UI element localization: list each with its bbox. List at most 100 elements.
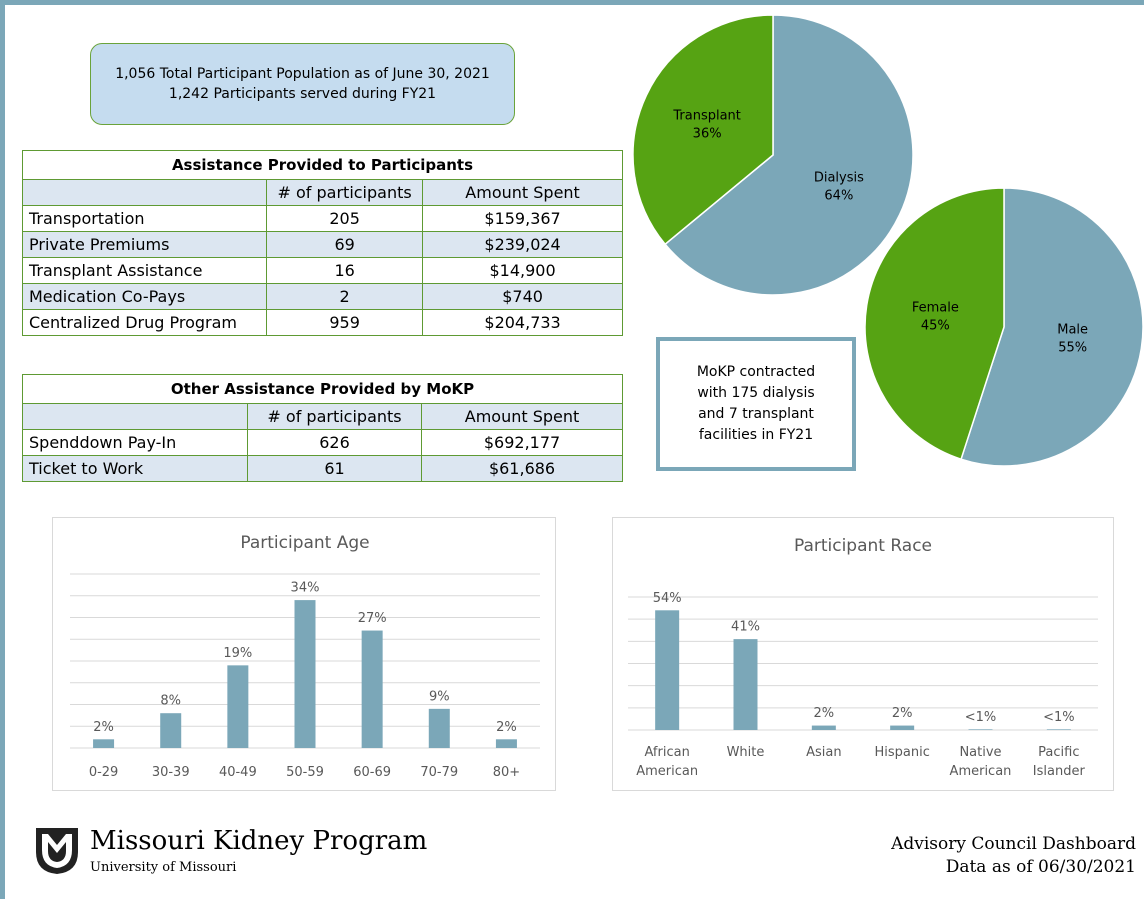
assistance-table: Assistance Provided to Participants # of … bbox=[21, 150, 623, 336]
pie-slice bbox=[864, 187, 1005, 461]
value-label: 8% bbox=[160, 694, 181, 709]
x-tick-label: 60-69 bbox=[353, 765, 392, 780]
x-tick-label: 40-49 bbox=[218, 765, 257, 780]
bar bbox=[968, 729, 993, 730]
callout-line: MoKP contracted bbox=[696, 364, 816, 380]
pie-value-label: 36% bbox=[693, 127, 722, 142]
value-label: 2% bbox=[814, 706, 835, 721]
x-tick-label-box: 70-79 bbox=[420, 765, 459, 780]
pie-slice bbox=[632, 14, 774, 246]
report-title: Advisory Council Dashboard bbox=[891, 834, 1136, 854]
pie-value-label: 64% bbox=[824, 188, 853, 203]
x-tick-label: Native American bbox=[949, 745, 1012, 779]
chart-title: Participant Age bbox=[240, 533, 369, 553]
pie-label: Transplant bbox=[672, 109, 741, 124]
bar bbox=[655, 610, 680, 730]
bar bbox=[495, 739, 517, 748]
x-tick-label-box: 80+ bbox=[492, 765, 521, 780]
callout-line: facilities in FY21 bbox=[698, 427, 814, 443]
x-tick-label-box: 0-29 bbox=[88, 765, 119, 780]
x-tick-label-box: 50-59 bbox=[286, 765, 324, 780]
x-tick-label: 0-29 bbox=[88, 765, 119, 780]
organization: Missouri Kidney Program bbox=[90, 826, 428, 856]
value-label: 27% bbox=[358, 611, 387, 626]
x-tick-label-box: Native American bbox=[949, 745, 1012, 779]
table-title: Assistance Provided to Participants bbox=[22, 150, 623, 180]
x-tick-label-box: 30-39 bbox=[152, 765, 190, 780]
header-row: # of participants Amount Spent bbox=[21, 179, 623, 206]
table-cell: Centralized Drug Program bbox=[21, 309, 268, 336]
university: University of Missouri bbox=[90, 860, 237, 875]
bar bbox=[361, 630, 383, 748]
value-label: 2% bbox=[496, 720, 517, 735]
x-tick-label: African American bbox=[636, 745, 699, 779]
logo bbox=[36, 828, 78, 874]
table-cell: Ticket to Work bbox=[22, 455, 248, 482]
table-cell: Transportation bbox=[21, 205, 268, 232]
table-row: Transportation 205 $159,367 bbox=[21, 205, 623, 232]
value-label: 19% bbox=[223, 646, 252, 661]
bar bbox=[1046, 729, 1071, 730]
header-cell: Amount Spent bbox=[421, 403, 623, 430]
bar bbox=[160, 713, 182, 748]
x-tick-label: White bbox=[726, 745, 765, 760]
other-assistance-table: Other Assistance Provided by MoKP # of pa… bbox=[22, 374, 623, 482]
header-cell: # of participants bbox=[266, 179, 424, 206]
header-cell: Amount Spent bbox=[422, 179, 623, 206]
pie-value-label: 45% bbox=[921, 319, 950, 334]
pie-label: Male bbox=[1057, 322, 1088, 337]
table-cell: $239,024 bbox=[422, 231, 623, 258]
table-cell: 69 bbox=[266, 231, 424, 258]
table-cell: $159,367 bbox=[422, 205, 623, 232]
bar bbox=[890, 725, 915, 730]
table-cell: $14,900 bbox=[422, 257, 623, 284]
table-row: Ticket to Work 61 $61,686 bbox=[22, 455, 623, 482]
chart-box bbox=[612, 517, 1114, 791]
x-tick-label: Hispanic bbox=[874, 745, 930, 760]
header-cell: # of participants bbox=[246, 403, 423, 430]
frame-left bbox=[0, 0, 5, 899]
pie-slice bbox=[664, 14, 914, 296]
x-tick-label: Pacific Islander bbox=[1032, 745, 1085, 779]
table-row: Private Premiums 69 $239,024 bbox=[21, 231, 623, 258]
table-cell: $692,177 bbox=[421, 429, 623, 456]
value-label: 41% bbox=[731, 620, 760, 635]
x-tick-label-box: African American bbox=[636, 745, 699, 779]
table-cell: 205 bbox=[266, 205, 424, 232]
x-tick-label-box: 60-69 bbox=[353, 765, 392, 780]
bar bbox=[93, 739, 115, 748]
x-tick-label: 50-59 bbox=[286, 765, 324, 780]
table-cell: 61 bbox=[246, 455, 423, 482]
header-row: # of participants Amount Spent bbox=[22, 403, 623, 430]
bar bbox=[227, 665, 249, 748]
value-label: 2% bbox=[93, 720, 114, 735]
chart-title: Participant Race bbox=[794, 536, 932, 556]
callout-line: and 7 transplant bbox=[698, 406, 814, 422]
table-cell: Transplant Assistance bbox=[21, 257, 268, 284]
bar bbox=[811, 725, 836, 730]
table-cell: 959 bbox=[266, 309, 424, 336]
title-row: Other Assistance Provided by MoKP bbox=[22, 374, 623, 404]
table-cell: Medication Co-Pays bbox=[21, 283, 268, 310]
header-cell bbox=[21, 179, 268, 206]
frame-top bbox=[0, 0, 1144, 5]
table-row: Spenddown Pay-In 626 $692,177 bbox=[22, 429, 623, 456]
bar bbox=[733, 639, 758, 730]
x-tick-label: Asian bbox=[806, 745, 842, 760]
table-cell: 2 bbox=[266, 283, 424, 310]
x-tick-label: 80+ bbox=[492, 765, 521, 780]
bar bbox=[428, 708, 450, 748]
callout-line: with 175 dialysis bbox=[697, 385, 815, 401]
table-cell: $204,733 bbox=[422, 309, 623, 336]
value-label: 34% bbox=[291, 581, 320, 596]
x-tick-label-box: Pacific Islander bbox=[1032, 745, 1085, 779]
x-tick-label-box: Hispanic bbox=[874, 745, 930, 760]
value-label: 2% bbox=[892, 706, 913, 721]
info-box: 1,056 Total Participant Population as of… bbox=[90, 43, 515, 125]
x-tick-label: 70-79 bbox=[420, 765, 459, 780]
table-cell: 626 bbox=[246, 429, 423, 456]
pie-value-label: 55% bbox=[1058, 340, 1087, 355]
x-tick-label-box: Asian bbox=[806, 745, 842, 760]
